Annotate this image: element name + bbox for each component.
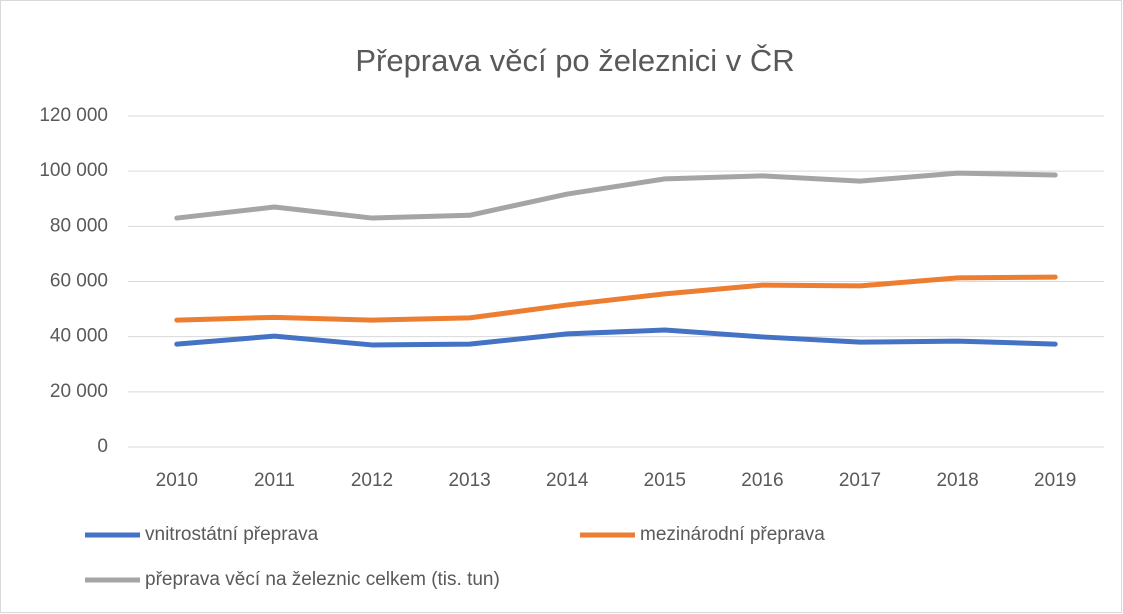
x-tick-label: 2016 (741, 470, 783, 491)
x-tick-label: 2019 (1034, 470, 1076, 491)
x-tick-label: 2014 (546, 470, 589, 491)
x-tick-label: 2012 (351, 470, 393, 491)
y-tick-label: 20 000 (50, 381, 108, 402)
series-line (174, 170, 1058, 221)
legend-label: přeprava věcí na železnic celkem (tis. t… (145, 569, 500, 590)
y-tick-label: 100 000 (39, 160, 108, 181)
legend-label: vnitrostátní přeprava (145, 524, 319, 545)
y-tick-label: 40 000 (50, 326, 108, 347)
x-tick-label: 2011 (254, 470, 295, 491)
chart-title: Přeprava věcí po železnici v ČR (355, 43, 794, 78)
y-tick-label: 80 000 (50, 215, 108, 236)
y-tick-label: 0 (97, 436, 108, 457)
series-line (174, 274, 1058, 323)
y-tick-label: 60 000 (50, 271, 108, 292)
x-tick-label: 2017 (839, 470, 881, 491)
x-tick-label: 2018 (936, 470, 978, 491)
series-line (174, 327, 1058, 348)
x-tick-label: 2013 (448, 470, 490, 491)
x-tick-label: 2010 (156, 470, 198, 491)
legend-label: mezinárodní přeprava (640, 524, 825, 545)
y-tick-label: 120 000 (39, 105, 108, 126)
x-tick-label: 2015 (644, 470, 686, 491)
